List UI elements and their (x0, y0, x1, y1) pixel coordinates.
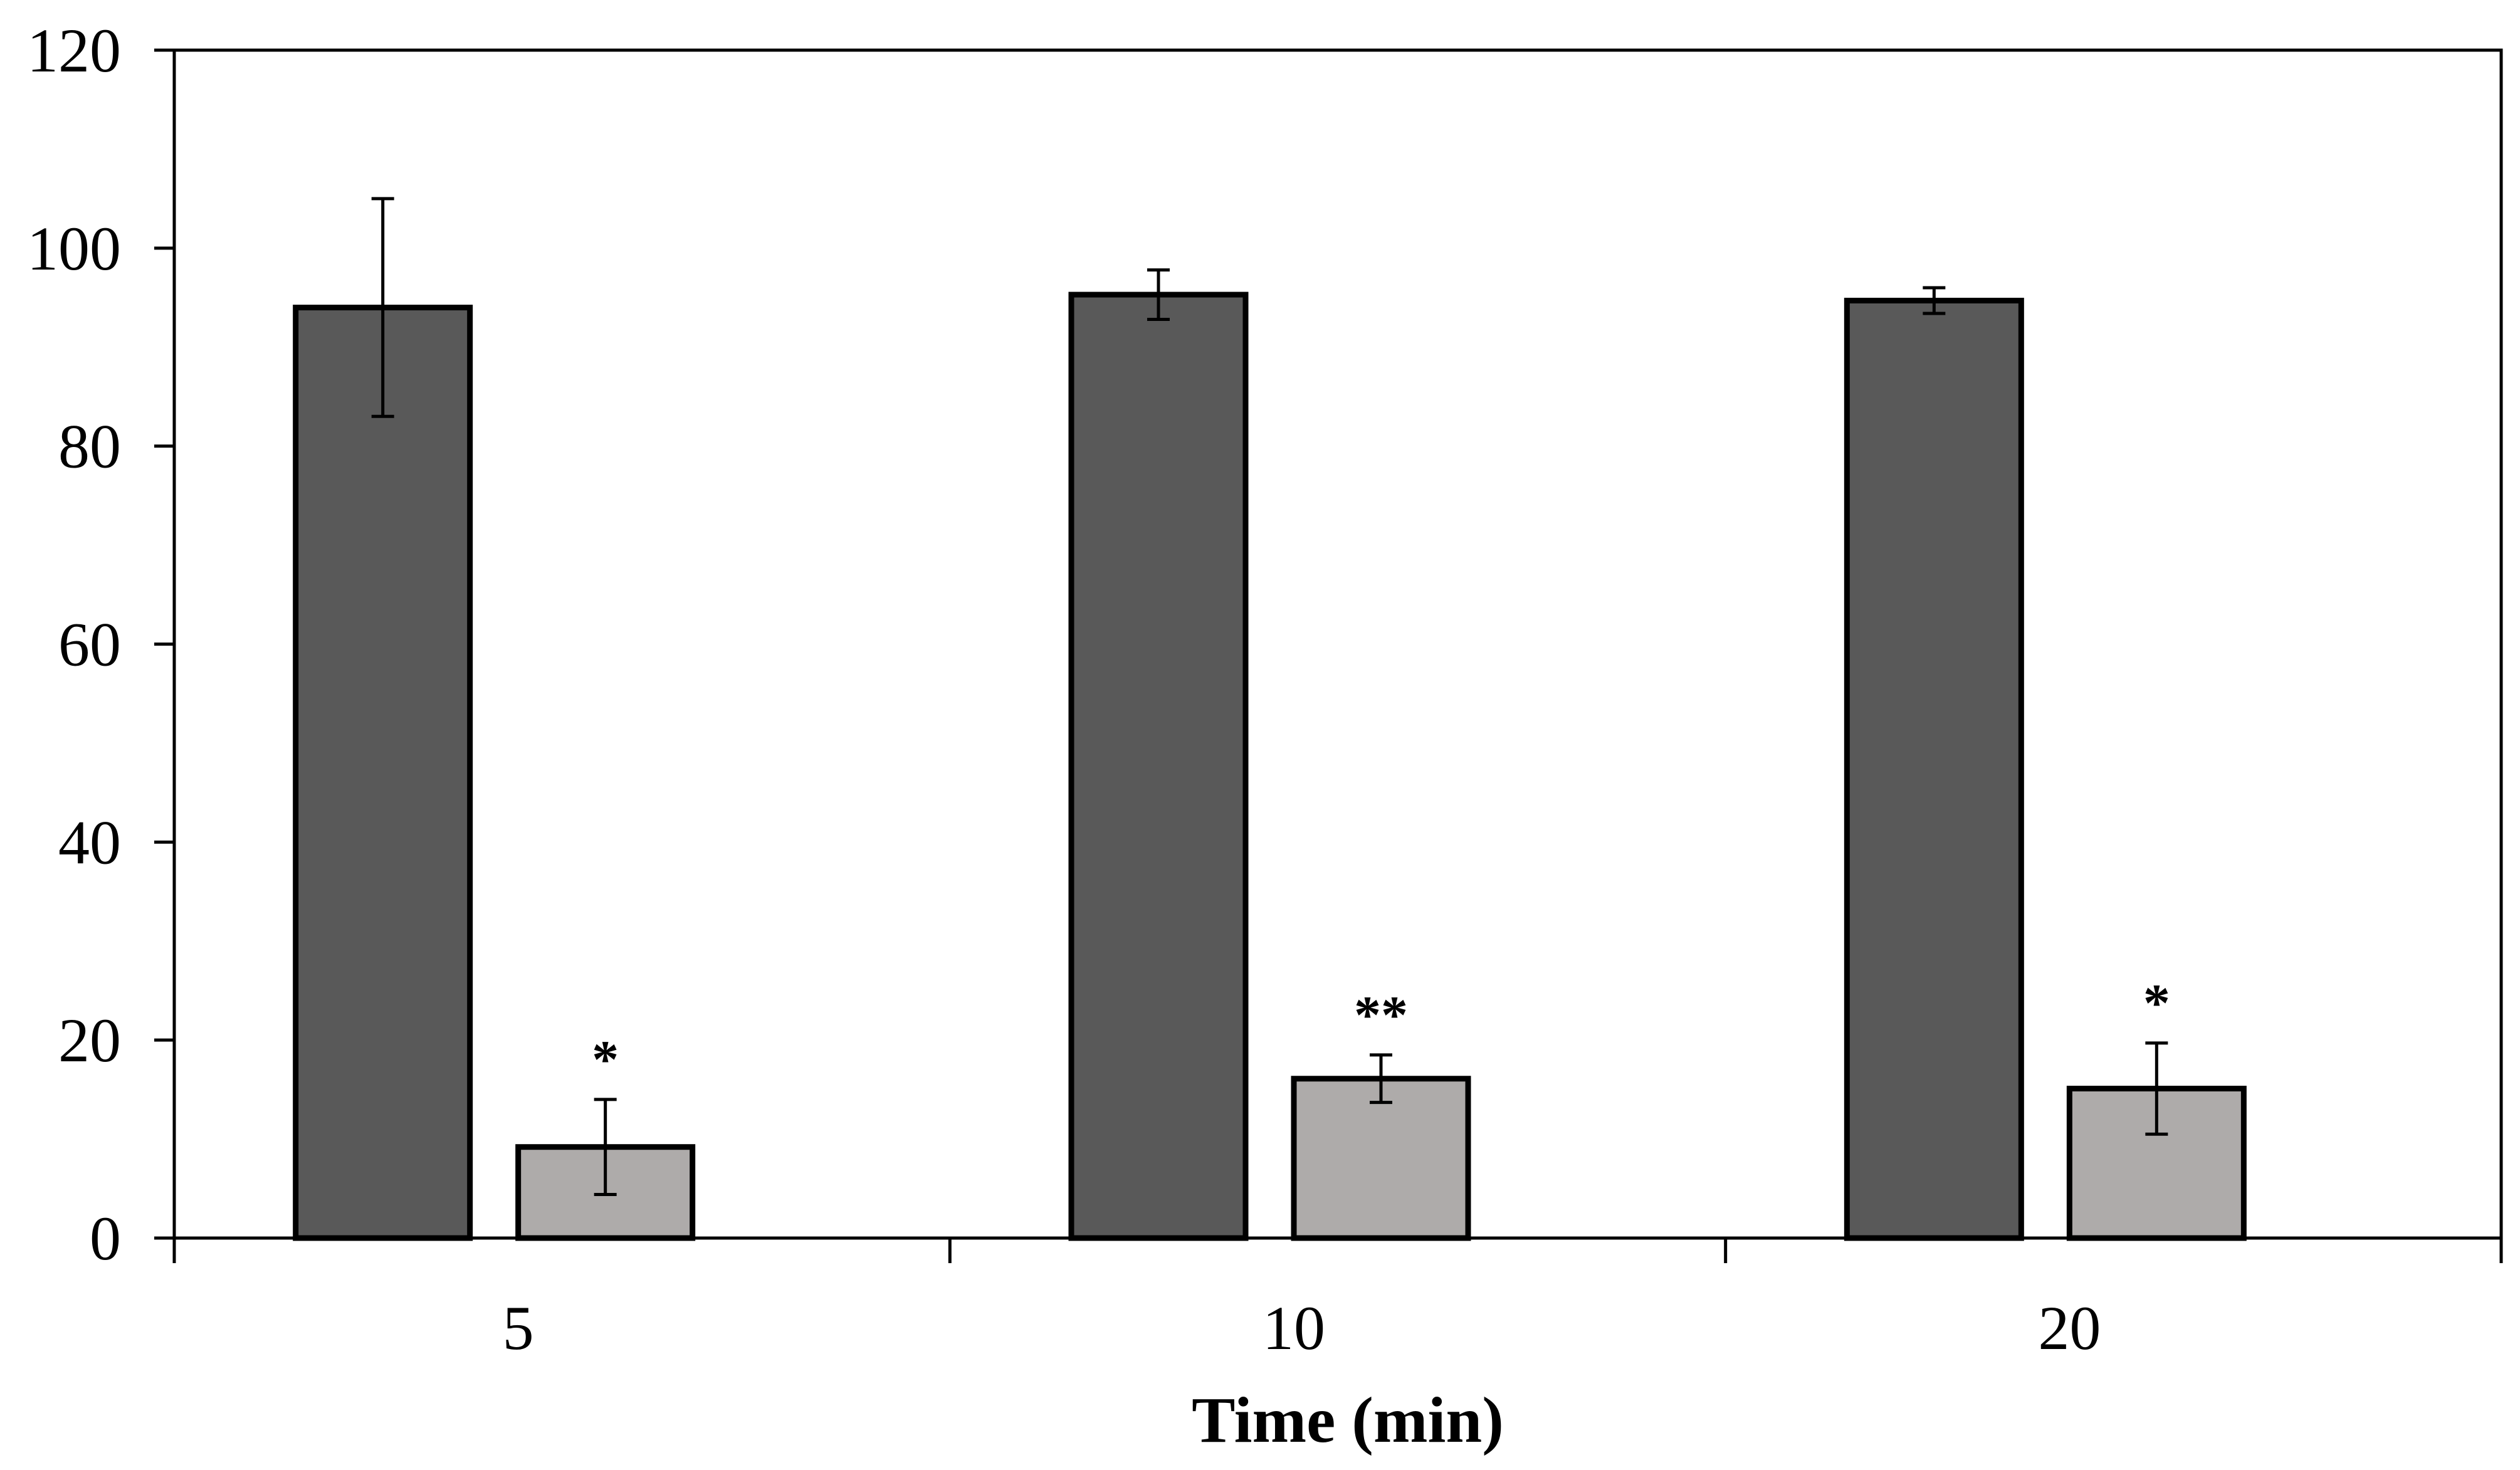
bar-series-1-5 (293, 305, 473, 1241)
plot-frame (172, 48, 2503, 1240)
significance-label: * (2143, 973, 2170, 1033)
error-bars (371, 197, 2168, 1197)
bar-series-2-10 (1291, 1076, 1471, 1241)
x-tick-label: 5 (503, 1293, 534, 1363)
y-tick-label: 40 (58, 807, 121, 877)
y-tick-label: 60 (58, 610, 121, 680)
bars (293, 291, 2247, 1241)
significance-label: * (592, 1029, 619, 1089)
x-tick-label: 20 (2038, 1293, 2101, 1363)
significance-annotations: *** * (592, 973, 2170, 1089)
x-axis-title: Time (min) (1192, 1384, 1504, 1456)
plot-border (172, 48, 2503, 1240)
y-axis: 0 20 40 60 80 100 120 (27, 16, 174, 1273)
bar-series-1-10 (1068, 291, 1249, 1241)
significance-label: ** (1354, 985, 1408, 1045)
x-tick-label: 10 (1263, 1293, 1325, 1363)
y-tick-label: 80 (58, 412, 121, 481)
x-axis: 5 10 20 (172, 1238, 2503, 1363)
bar-series-1-20 (1844, 298, 2024, 1241)
y-tick-label: 20 (58, 1005, 121, 1075)
y-tick-label: 120 (27, 16, 121, 85)
y-tick-label: 100 (27, 214, 121, 283)
y-tick-label: 0 (90, 1204, 121, 1273)
